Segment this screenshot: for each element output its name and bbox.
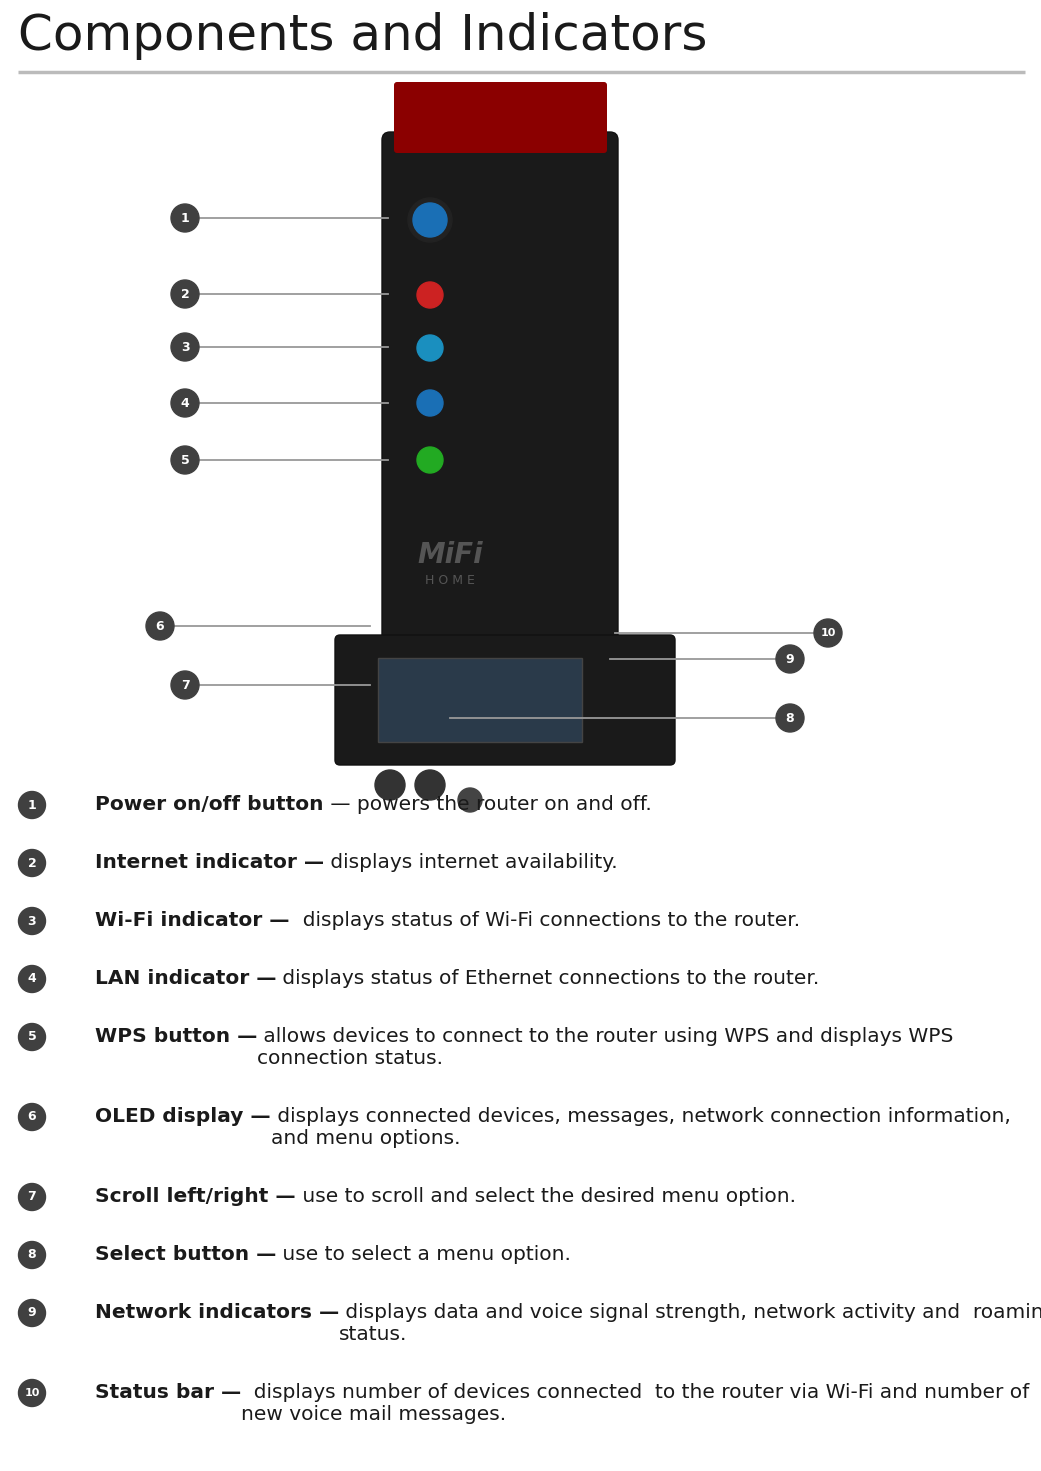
- Circle shape: [19, 1380, 46, 1406]
- Bar: [0, 71, 1041, 761]
- Text: 10: 10: [820, 628, 836, 638]
- Circle shape: [19, 1299, 46, 1327]
- Text: 2: 2: [28, 856, 36, 869]
- Text: Scroll left/right —: Scroll left/right —: [95, 1187, 296, 1206]
- Text: 3: 3: [28, 915, 36, 928]
- Text: displays number of devices connected  to the router via Wi-Fi and number of
new : displays number of devices connected to …: [242, 1383, 1030, 1424]
- Text: displays status of Wi-Fi connections to the router.: displays status of Wi-Fi connections to …: [289, 911, 799, 930]
- FancyBboxPatch shape: [335, 635, 675, 765]
- Text: — powers the router on and off.: — powers the router on and off.: [324, 794, 652, 813]
- Circle shape: [171, 204, 199, 232]
- Text: 4: 4: [28, 972, 36, 986]
- Text: 8: 8: [28, 1249, 36, 1262]
- Text: Components and Indicators: Components and Indicators: [18, 12, 708, 60]
- Circle shape: [171, 332, 199, 360]
- Text: 8: 8: [786, 712, 794, 725]
- Circle shape: [171, 671, 199, 699]
- Text: OLED display —: OLED display —: [95, 1108, 271, 1125]
- Circle shape: [171, 279, 199, 307]
- Text: 4: 4: [181, 397, 189, 409]
- Circle shape: [776, 705, 804, 733]
- Circle shape: [417, 335, 443, 360]
- Circle shape: [171, 446, 199, 474]
- Circle shape: [375, 769, 405, 800]
- Text: H O M E: H O M E: [425, 574, 475, 587]
- Circle shape: [776, 644, 804, 674]
- Circle shape: [417, 282, 443, 307]
- FancyBboxPatch shape: [378, 658, 582, 741]
- Text: 2: 2: [181, 287, 189, 300]
- Text: use to select a menu option.: use to select a menu option.: [276, 1244, 572, 1264]
- Text: 9: 9: [786, 653, 794, 665]
- Text: 9: 9: [28, 1306, 36, 1319]
- Circle shape: [19, 1242, 46, 1268]
- Circle shape: [413, 203, 447, 237]
- Text: displays internet availability.: displays internet availability.: [324, 853, 617, 872]
- Text: 1: 1: [28, 799, 36, 812]
- Circle shape: [814, 619, 842, 647]
- Circle shape: [19, 1024, 46, 1050]
- Text: Select button —: Select button —: [95, 1244, 276, 1264]
- Circle shape: [458, 788, 482, 812]
- FancyBboxPatch shape: [382, 132, 618, 708]
- Text: Power on/off button: Power on/off button: [95, 794, 324, 813]
- Circle shape: [415, 769, 445, 800]
- Text: 7: 7: [181, 678, 189, 691]
- Text: Status bar —: Status bar —: [95, 1383, 242, 1402]
- FancyBboxPatch shape: [393, 82, 607, 153]
- Text: Network indicators —: Network indicators —: [95, 1303, 339, 1322]
- Text: 6: 6: [156, 619, 164, 633]
- Circle shape: [19, 908, 46, 934]
- Circle shape: [19, 1184, 46, 1211]
- Text: 3: 3: [181, 340, 189, 353]
- Text: Wi-Fi indicator —: Wi-Fi indicator —: [95, 911, 289, 930]
- Circle shape: [19, 791, 46, 818]
- Circle shape: [417, 390, 443, 416]
- Circle shape: [171, 388, 199, 416]
- Text: LAN indicator —: LAN indicator —: [95, 969, 277, 989]
- Text: 1: 1: [181, 212, 189, 225]
- Text: 6: 6: [28, 1111, 36, 1124]
- Circle shape: [19, 1103, 46, 1131]
- Text: displays connected devices, messages, network connection information,
and menu o: displays connected devices, messages, ne…: [271, 1108, 1011, 1147]
- Text: 10: 10: [24, 1389, 40, 1397]
- Text: use to scroll and select the desired menu option.: use to scroll and select the desired men…: [296, 1187, 795, 1206]
- Text: 7: 7: [28, 1190, 36, 1203]
- Text: Internet indicator —: Internet indicator —: [95, 853, 324, 872]
- Text: allows devices to connect to the router using WPS and displays WPS
connection st: allows devices to connect to the router …: [257, 1027, 954, 1068]
- Text: MiFi: MiFi: [417, 541, 483, 569]
- Circle shape: [19, 965, 46, 993]
- Text: WPS button —: WPS button —: [95, 1027, 257, 1046]
- Text: 5: 5: [28, 1031, 36, 1043]
- Text: displays status of Ethernet connections to the router.: displays status of Ethernet connections …: [277, 969, 819, 989]
- Circle shape: [417, 447, 443, 474]
- Circle shape: [408, 199, 452, 243]
- Text: 5: 5: [181, 453, 189, 466]
- Text: displays data and voice signal strength, network activity and  roaming
status.: displays data and voice signal strength,…: [339, 1303, 1041, 1344]
- Circle shape: [146, 612, 174, 640]
- Circle shape: [19, 849, 46, 877]
